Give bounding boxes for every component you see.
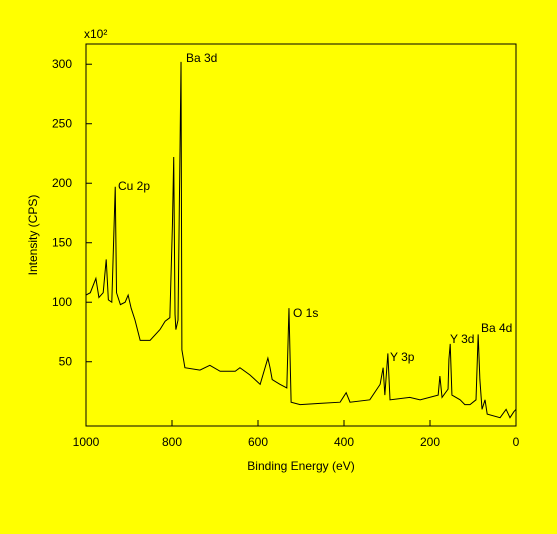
y-tick-label: 100 xyxy=(52,295,72,309)
x-axis-label: Binding Energy (eV) xyxy=(247,459,354,473)
spectrum-line xyxy=(85,61,517,419)
y-tick-label: 300 xyxy=(52,57,72,71)
y-axis-label: Intensity (CPS) xyxy=(26,195,40,276)
x-tick-label: 800 xyxy=(162,435,182,449)
peak-annotation: O 1s xyxy=(293,306,318,320)
peak-annotation: Cu 2p xyxy=(118,179,150,193)
multiplier: x10² xyxy=(84,27,107,41)
y-tick-label: 50 xyxy=(59,355,73,369)
y-tick-label: 200 xyxy=(52,176,72,190)
x-tick-label: 400 xyxy=(334,435,354,449)
x-tick-label: 600 xyxy=(248,435,268,449)
peak-annotation: Y 3p xyxy=(390,350,415,364)
x-tick-label: 200 xyxy=(420,435,440,449)
x-tick-label: 0 xyxy=(513,435,520,449)
x-tick-label: 1000 xyxy=(73,435,100,449)
y-tick-label: 250 xyxy=(52,117,72,131)
plot-frame xyxy=(85,43,517,427)
peak-annotation: Ba 3d xyxy=(186,51,217,65)
y-tick-label: 150 xyxy=(52,236,72,250)
peak-annotation: Y 3d xyxy=(450,332,474,346)
peak-annotation: Ba 4d xyxy=(481,321,512,335)
